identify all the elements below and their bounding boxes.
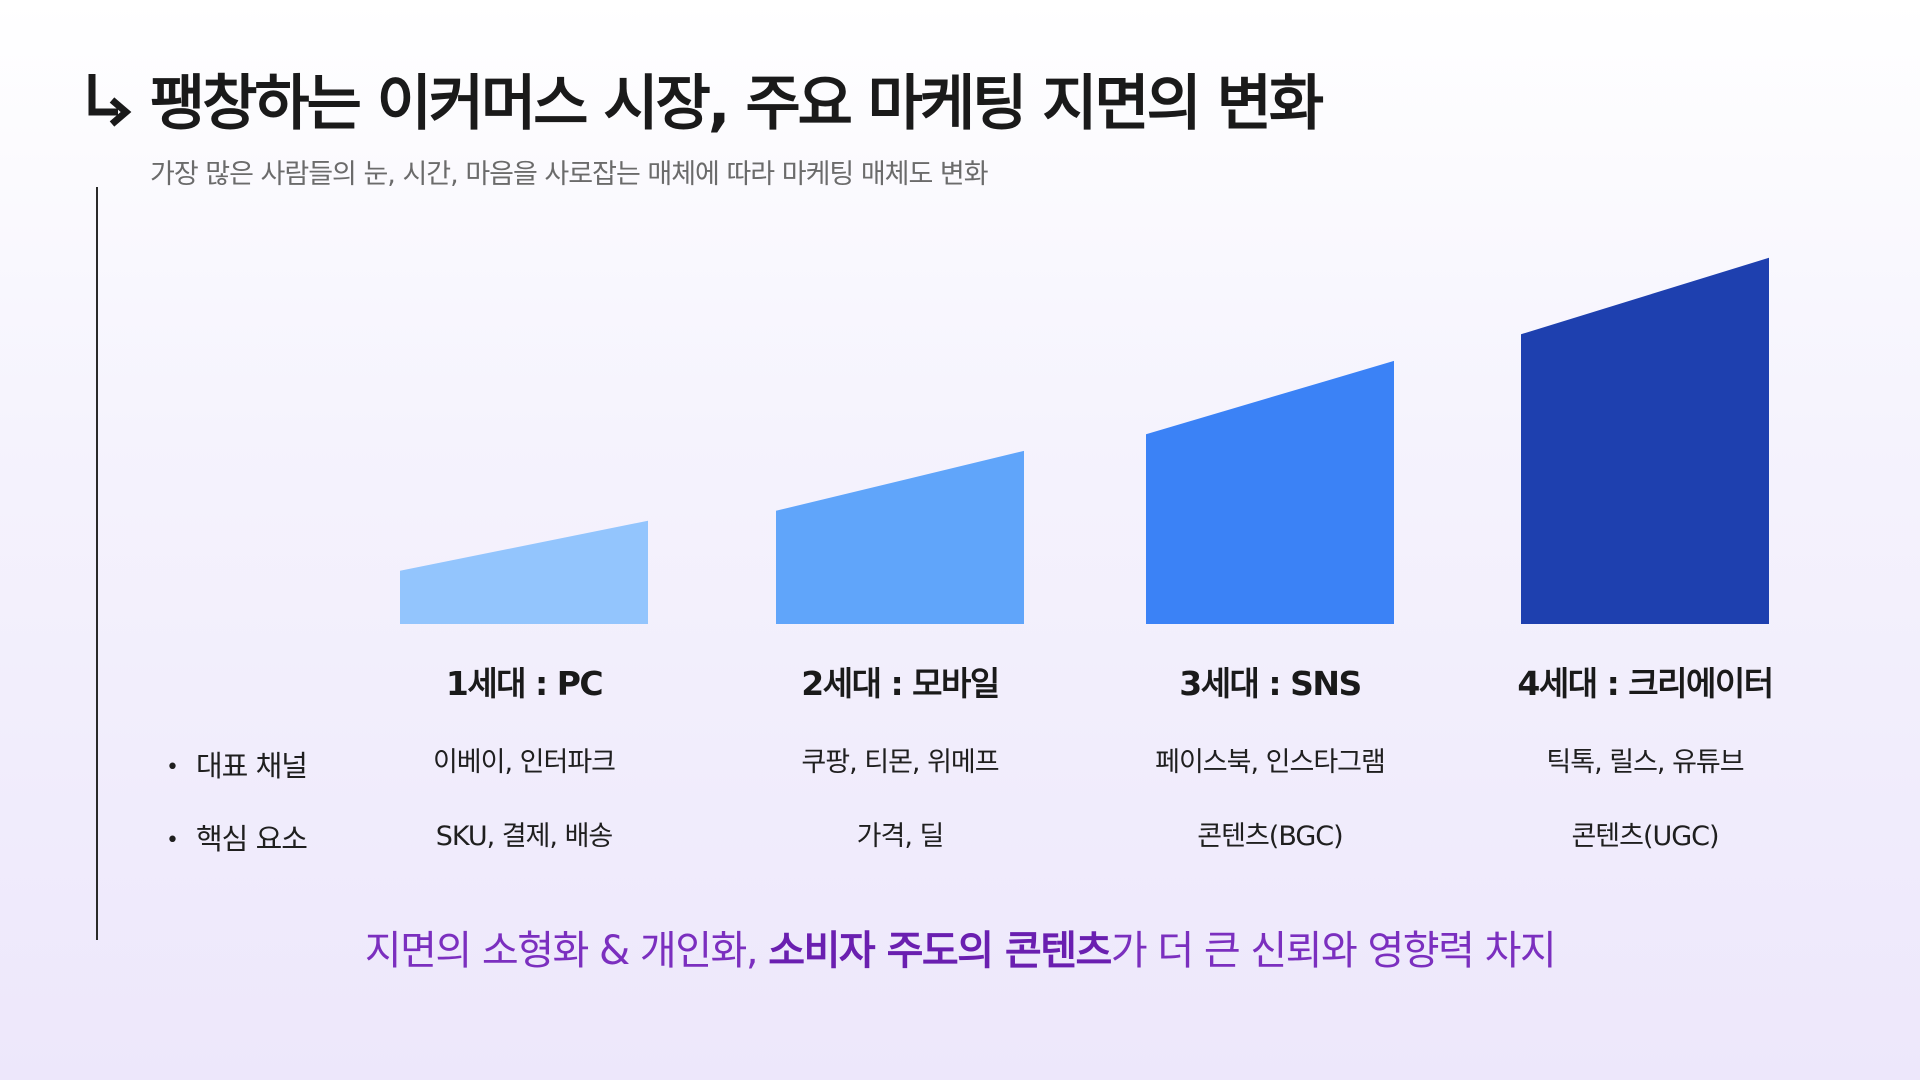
generation-label-4: 4세대 : 크리에이터 — [1517, 664, 1774, 703]
row-label-core: • 핵심 요소 — [166, 821, 308, 859]
core-cell-1: SKU, 결제, 배송 — [435, 821, 614, 852]
core-cell-2: 가격, 딜 — [856, 821, 945, 852]
generation-bar-4 — [1521, 257, 1769, 624]
core-cell-3: 콘텐츠(BGC) — [1197, 821, 1343, 852]
channel-cell-1: 이베이, 인터파크 — [432, 747, 616, 778]
page-subtitle: 가장 많은 사람들의 눈, 시간, 마음을 사로잡는 매체에 따라 마케팅 매체… — [150, 159, 989, 190]
vertical-divider — [96, 187, 98, 940]
bottom-message-part2: 가 더 큰 신뢰와 영향력 차지 — [1110, 928, 1557, 974]
generation-label-2: 2세대 : 모바일 — [801, 664, 1000, 703]
channel-cell-3: 페이스북, 인스타그램 — [1155, 747, 1386, 778]
generation-label-3: 3세대 : SNS — [1179, 664, 1362, 703]
channel-cell-2: 쿠팡, 티몬, 위메프 — [801, 747, 999, 778]
bullet-icon: • — [166, 755, 179, 780]
core-cell-4: 콘텐츠(UGC) — [1571, 821, 1719, 852]
generation-bar-3 — [1146, 360, 1394, 624]
channel-cell-4: 틱톡, 릴스, 유튜브 — [1546, 747, 1744, 778]
arrow-down-right-icon — [88, 74, 132, 127]
generation-label-1: 1세대 : PC — [445, 664, 604, 703]
bullet-icon: • — [166, 828, 179, 853]
generation-bar-1 — [400, 520, 648, 624]
page-title: 팽창하는 이커머스 시장, 주요 마케팅 지면의 변화 — [150, 69, 1324, 139]
generation-bar-2 — [776, 450, 1024, 624]
bottom-message-part1: 지면의 소형화 & 개인화, — [364, 928, 769, 974]
bottom-message-highlight: 소비자 주도의 콘텐츠 — [768, 928, 1112, 974]
bottom-message: 지면의 소형화 & 개인화, 소비자 주도의 콘텐츠가 더 큰 신뢰와 영향력 … — [0, 926, 1920, 976]
row-label-channel: • 대표 채널 — [166, 748, 308, 786]
